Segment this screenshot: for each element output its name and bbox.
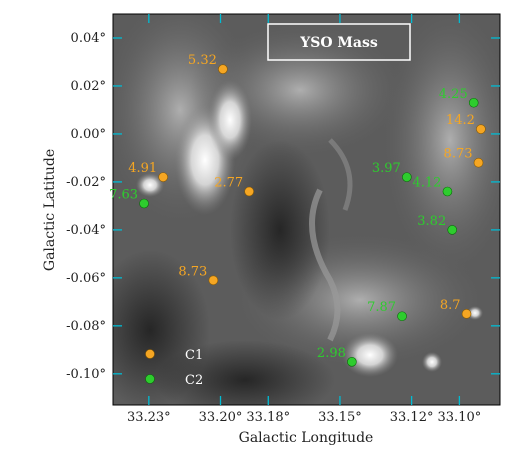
- data-point-c1: [473, 157, 484, 168]
- y-tick-label: 0.04°: [71, 31, 106, 46]
- y-tick-label: -0.04°: [66, 223, 106, 238]
- data-label-c2: 3.97: [372, 161, 401, 176]
- x-tick-label: 33.15°: [318, 410, 362, 425]
- data-label-c1: 14.2: [446, 113, 475, 128]
- y-axis-title: Galactic Latitude: [42, 149, 58, 271]
- y-tick-label: 0.02°: [71, 79, 106, 94]
- x-tick-label: 33.18°: [246, 410, 290, 425]
- plot-frame: [112, 13, 501, 406]
- data-label-c1: 5.32: [188, 53, 217, 68]
- chart-title-box: YSO Mass: [267, 23, 411, 61]
- background-image: [113, 14, 500, 405]
- data-label-c2: 4.25: [439, 87, 468, 102]
- legend: C1 C2: [145, 348, 203, 388]
- legend-label-c2: C2: [185, 373, 203, 388]
- y-ticks-right: [491, 37, 500, 375]
- legend-marker-c1: [145, 349, 155, 359]
- legend-marker-c2: [145, 374, 155, 384]
- x-tick-label: 33.23°: [127, 410, 171, 425]
- data-label-c1: 8.73: [178, 264, 207, 279]
- data-point-c2: [397, 311, 407, 322]
- series-layer: [139, 64, 486, 367]
- data-label-c1: 2.77: [214, 176, 243, 191]
- y-tick-label: -0.10°: [66, 367, 106, 382]
- x-axis-title: Galactic Longitude: [239, 430, 374, 446]
- data-point-c2: [139, 198, 149, 209]
- data-label-c2: 7.63: [109, 188, 138, 203]
- x-tick-label: 33.10°: [438, 410, 482, 425]
- y-tick-labels: 0.04° 0.02° 0.00° -0.02° -0.04° -0.06° -0.08° -…: [66, 31, 106, 382]
- data-label-c2: 2.98: [317, 346, 346, 361]
- x-tick-label: 33.20°: [199, 410, 243, 425]
- y-tick-label: -0.06°: [66, 271, 106, 286]
- data-label-c2: 3.82: [417, 214, 446, 229]
- point-label-layer: 5.32 4.91 2.77 8.73 14.2 8.73 8.7 7.63 4.25 3.97 4…: [109, 53, 475, 361]
- data-label-c2: 4.12: [412, 176, 441, 191]
- x-ticks-top: [148, 14, 461, 23]
- x-tick-labels: 33.23° 33.20° 33.18° 33.15° 33.12° 33.10°: [127, 410, 481, 425]
- data-point-c1: [208, 275, 219, 286]
- data-point-c1: [158, 172, 168, 182]
- data-label-c1: 8.73: [444, 147, 473, 162]
- data-point-c2: [402, 172, 412, 182]
- data-label-c2: 7.87: [367, 300, 396, 315]
- data-point-c2: [468, 97, 479, 108]
- data-point-c2: [442, 186, 453, 197]
- y-tick-label: -0.02°: [66, 175, 106, 190]
- data-point-c1: [476, 124, 486, 134]
- data-label-c1: 8.7: [440, 298, 461, 313]
- data-label-c1: 4.91: [128, 161, 157, 176]
- y-ticks-left: [113, 37, 122, 375]
- x-tick-label: 33.12°: [390, 410, 434, 425]
- data-point-c1: [244, 186, 254, 197]
- data-point-c2: [347, 357, 357, 367]
- x-ticks-bottom: [148, 396, 461, 405]
- data-point-c1: [218, 64, 228, 74]
- data-point-c1: [461, 309, 472, 319]
- y-tick-label: 0.00°: [71, 127, 106, 142]
- chart-title: YSO Mass: [299, 35, 378, 51]
- legend-label-c1: C1: [185, 348, 203, 363]
- data-point-c2: [447, 225, 458, 235]
- y-tick-label: -0.08°: [66, 319, 106, 334]
